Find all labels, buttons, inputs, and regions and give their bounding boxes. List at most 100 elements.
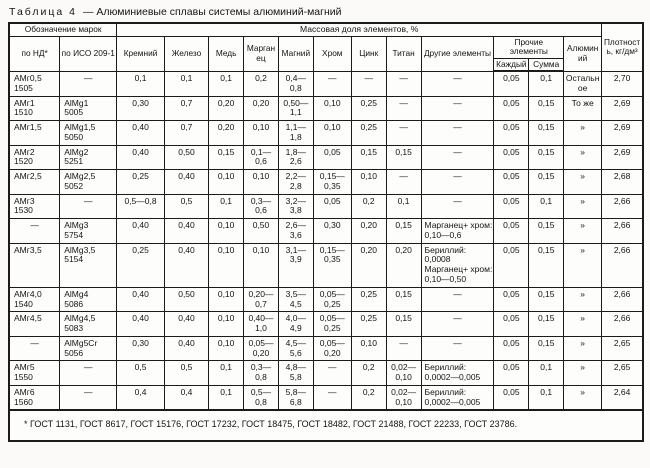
cell-ti: — xyxy=(385,335,422,362)
cell-mn: 0,3—0,8 xyxy=(243,360,279,386)
cell-zn: 0,2 xyxy=(350,360,387,386)
cell-mn: 0,10 xyxy=(243,169,279,195)
cell-ti: 0,1 xyxy=(385,193,422,220)
cell-fe: 0,40 xyxy=(163,335,210,362)
cell-density: 2,66 xyxy=(601,242,644,288)
col-header-sum: Сумма xyxy=(528,57,565,73)
cell-sum: 0,1 xyxy=(528,384,565,411)
cell-fe: 0,40 xyxy=(163,242,210,288)
table-row: АМг3,5 AlMg3,5 5154 0,25 0,40 0,10 0,10 3,1—3,… xyxy=(8,242,644,288)
cell-each: 0,05 xyxy=(493,193,530,220)
cell-cu: 0,10 xyxy=(208,335,245,362)
table-body: АМг0,5 1505—0,1 0,1 0,1 0,2 0,4—0,8— — — —0,05 0… xyxy=(8,70,644,411)
table-row: АМг1 1510 AlMg1 5005 0,30 0,7 0,20 0,20 0,50—1… xyxy=(8,95,644,122)
cell-si: 0,40 xyxy=(116,311,165,337)
cell-each: 0,05 xyxy=(493,384,530,411)
table-row: АМг4,0 1540 AlMg4 5086 0,40 0,50 0,10 0,20—0,… xyxy=(8,286,644,313)
cell-cr: 0,05—0,25 xyxy=(312,286,352,313)
table-title: Таблица 4 — Алюминиевые сплавы системы ал… xyxy=(9,6,643,18)
cell-fe: 0,4 xyxy=(163,384,210,411)
cell-nd: АМг3 1530 xyxy=(8,193,61,220)
cell-density: 2,69 xyxy=(601,144,644,171)
col-header-manganese: Марганец xyxy=(243,35,279,72)
cell-sum: 0,1 xyxy=(528,360,565,386)
cell-si: 0,25 xyxy=(116,169,165,195)
cell-each: 0,05 xyxy=(493,70,530,97)
cell-ti: 0,15 xyxy=(385,311,422,337)
cell-iso: AlMg3,5 5154 xyxy=(59,242,118,288)
cell-sum: 0,15 xyxy=(528,120,565,146)
cell-nd: — xyxy=(8,218,61,244)
table-row: АМг1,5 AlMg1,5 5050 0,40 0,7 0,20 0,10 1,1—1,8… xyxy=(8,120,644,146)
cell-ti: 0,15 xyxy=(385,218,422,244)
cell-cr: 0,10 xyxy=(312,95,352,122)
cell-iso: AlMg5Cr 5056 xyxy=(59,335,118,362)
cell-nd: АМг1,5 xyxy=(8,120,61,146)
cell-al: То же xyxy=(563,95,603,122)
cell-density: 2,69 xyxy=(601,120,644,146)
cell-other: Бериллий: 0,0002—0,005 xyxy=(420,360,495,386)
cell-al: » xyxy=(563,242,603,288)
cell-iso: AlMg1,5 5050 xyxy=(59,120,118,146)
cell-each: 0,05 xyxy=(493,169,530,195)
col-header-other-elements-group: Прочие элементы xyxy=(493,35,565,59)
cell-iso: AlMg1 5005 xyxy=(59,95,118,122)
cell-zn: 0,25 xyxy=(350,311,387,337)
cell-mn: 0,10 xyxy=(243,242,279,288)
cell-sum: 0,15 xyxy=(528,95,565,122)
cell-other: — xyxy=(420,120,495,146)
cell-si: 0,30 xyxy=(116,95,165,122)
cell-mg: 2,6—3,6 xyxy=(277,218,314,244)
table-row: АМг2 1520 AlMg2 5251 0,40 0,50 0,15 0,1—0,6 1,… xyxy=(8,144,644,171)
cell-mg: 4,5—5,6 xyxy=(277,335,314,362)
cell-fe: 0,50 xyxy=(163,286,210,313)
table-row: АМг0,5 1505—0,1 0,1 0,1 0,2 0,4—0,8— — — —0,05 0… xyxy=(8,70,644,97)
cell-each: 0,05 xyxy=(493,120,530,146)
cell-sum: 0,15 xyxy=(528,311,565,337)
table-row: — AlMg3 5754 0,40 0,40 0,10 0,50 2,6—3,6 0,30 0,… xyxy=(8,218,644,244)
col-header-copper: Медь xyxy=(208,35,245,72)
cell-cu: 0,1 xyxy=(208,70,245,97)
cell-cu: 0,10 xyxy=(208,311,245,337)
cell-mn: 0,10 xyxy=(243,120,279,146)
cell-other: — xyxy=(420,144,495,171)
cell-iso: — xyxy=(59,384,118,411)
cell-mg: 0,50—1,1 xyxy=(277,95,314,122)
cell-other: — xyxy=(420,311,495,337)
cell-ti: 0,15 xyxy=(385,144,422,171)
cell-ti: — xyxy=(385,95,422,122)
cell-ti: — xyxy=(385,70,422,97)
cell-mn: 0,20—0,7 xyxy=(243,286,279,313)
cell-cr: 0,30 xyxy=(312,218,352,244)
cell-sum: 0,15 xyxy=(528,286,565,313)
cell-nd: АМг3,5 xyxy=(8,242,61,288)
cell-cr: 0,05 xyxy=(312,144,352,171)
cell-zn: 0,10 xyxy=(350,169,387,195)
cell-cu: 0,20 xyxy=(208,120,245,146)
cell-density: 2,66 xyxy=(601,193,644,220)
cell-iso: AlMg3 5754 xyxy=(59,218,118,244)
cell-fe: 0,40 xyxy=(163,218,210,244)
cell-cu: 0,10 xyxy=(208,169,245,195)
cell-each: 0,05 xyxy=(493,242,530,288)
cell-iso: — xyxy=(59,70,118,97)
cell-density: 2,70 xyxy=(601,70,644,97)
col-header-titanium: Титан xyxy=(385,35,422,72)
cell-other: Бериллий: 0,0002—0,005 xyxy=(420,384,495,411)
cell-nd: АМг4,0 1540 xyxy=(8,286,61,313)
col-header-density: Плотность, кг/дм³ xyxy=(601,22,644,72)
cell-cu: 0,15 xyxy=(208,144,245,171)
cell-mn: 0,3—0,6 xyxy=(243,193,279,220)
cell-cr: 0,05—0,20 xyxy=(312,335,352,362)
cell-cr: — xyxy=(312,360,352,386)
cell-si: 0,5 xyxy=(116,360,165,386)
cell-other: Бериллий: 0,0008 Марганец+ хром: 0,10—0,… xyxy=(420,242,495,288)
cell-iso: AlMg4 5086 xyxy=(59,286,118,313)
cell-cu: 0,10 xyxy=(208,218,245,244)
cell-nd: — xyxy=(8,335,61,362)
cell-other: — xyxy=(420,169,495,195)
cell-iso: AlMg4,5 5083 xyxy=(59,311,118,337)
cell-ti: — xyxy=(385,169,422,195)
cell-fe: 0,1 xyxy=(163,70,210,97)
cell-sum: 0,15 xyxy=(528,335,565,362)
